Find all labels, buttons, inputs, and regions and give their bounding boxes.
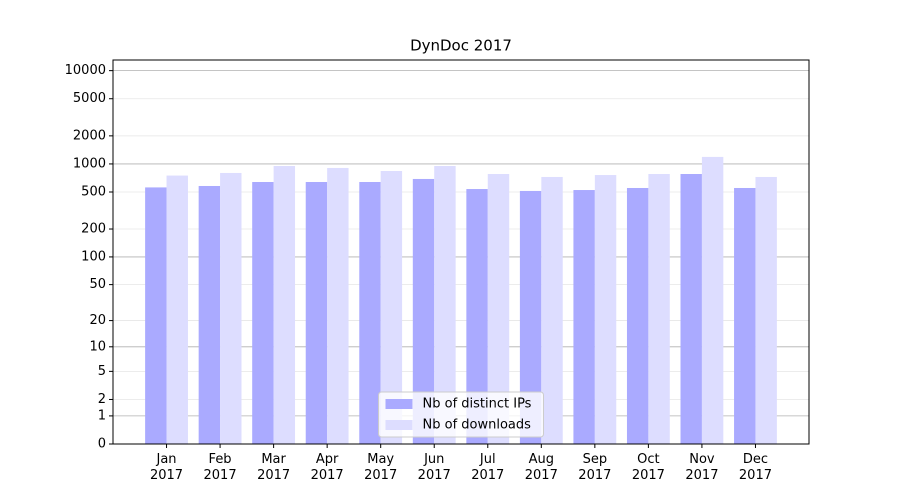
plot-frame	[112, 59, 810, 445]
bar	[573, 190, 595, 444]
x-tick-label: Apr 2017	[310, 452, 344, 483]
y-tick-label: 2000	[73, 128, 106, 143]
bar	[252, 182, 274, 445]
y-tick-label: 500	[81, 184, 106, 199]
bar	[466, 189, 488, 444]
bar	[220, 172, 242, 445]
bar	[680, 173, 702, 444]
bar	[487, 173, 510, 444]
x-tick-label: Jan 2017	[149, 452, 184, 483]
y-tick-label: 0	[98, 437, 106, 452]
y-tick-label: 200	[81, 222, 106, 237]
bar	[145, 187, 167, 444]
legend-box	[378, 391, 544, 438]
bar	[434, 166, 456, 444]
bar	[380, 170, 403, 444]
bar	[327, 167, 349, 444]
x-tick-label: Sep 2017	[578, 452, 612, 483]
y-tick-label: 5	[98, 364, 106, 379]
legend-label: Nb of distinct IPs	[423, 397, 532, 412]
y-tick-label: 1	[98, 408, 106, 423]
y-tick-label: 5000	[73, 91, 106, 106]
y-tick-label: 10000	[65, 63, 106, 78]
bar	[273, 166, 296, 444]
chart-title: DynDoc 2017	[410, 37, 512, 55]
y-tick-label: 10	[89, 339, 106, 354]
y-tick-label: 20	[89, 313, 106, 328]
x-tick-label: Mar 2017	[257, 452, 291, 483]
x-tick-label: Jun 2017	[417, 452, 451, 483]
bar	[594, 175, 617, 444]
legend-swatch	[385, 420, 413, 430]
bar	[626, 187, 649, 444]
legend-swatch	[385, 399, 413, 409]
x-tick-label: May 2017	[364, 452, 398, 483]
bar	[519, 190, 542, 444]
bar	[305, 182, 328, 445]
legend-label: Nb of downloads	[423, 418, 532, 433]
bar	[734, 187, 756, 444]
bar	[541, 176, 563, 444]
y-tick-label: 1000	[73, 156, 106, 171]
bar	[359, 182, 381, 445]
bar	[648, 173, 670, 444]
bar	[198, 185, 221, 445]
x-tick-label: Aug 2017	[524, 452, 558, 483]
y-tick-label: 50	[89, 277, 106, 292]
x-tick-label: Nov 2017	[685, 452, 719, 483]
bar	[755, 176, 777, 444]
x-tick-label: Jul 2017	[471, 452, 505, 483]
y-tick-label: 2	[98, 392, 106, 407]
bar	[166, 175, 188, 444]
legend: Nb of distinct IPs Nb of downloads	[378, 391, 544, 438]
bar	[412, 178, 435, 444]
x-tick-label: Feb 2017	[203, 452, 237, 483]
y-tick-label: 100	[81, 249, 106, 264]
bar	[701, 156, 724, 444]
x-tick-label: Dec 2017	[738, 452, 772, 483]
x-tick-label: Oct 2017	[631, 452, 665, 483]
